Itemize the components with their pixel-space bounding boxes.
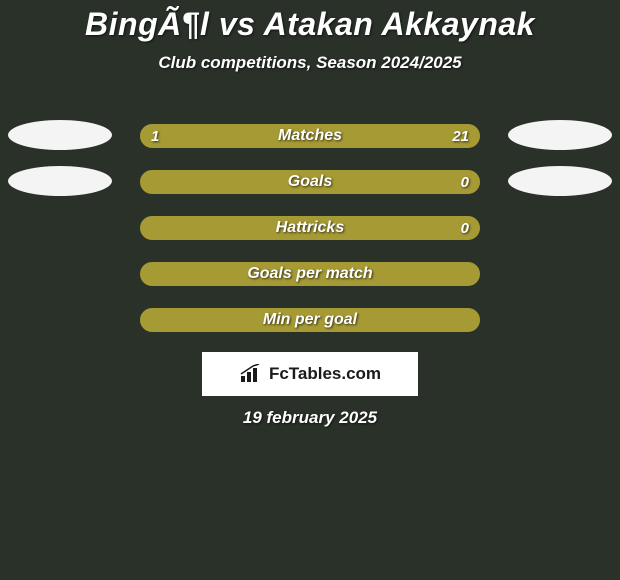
bar-segment-right (462, 217, 479, 239)
bar-chart-icon (239, 364, 263, 384)
stat-bar: Hattricks0 (140, 216, 480, 240)
stat-row: Min per goal (0, 294, 620, 340)
player-marker-right (508, 120, 612, 150)
bar-segment-right (202, 125, 479, 147)
page-title: BingÃ¶l vs Atakan Akkaynak (0, 0, 620, 43)
stat-bar: Min per goal (140, 308, 480, 332)
bar-segment-left (141, 217, 462, 239)
stat-row: Goals0 (0, 156, 620, 202)
stat-bar: Goals0 (140, 170, 480, 194)
player-marker-left (8, 166, 112, 196)
fctables-logo: FcTables.com (202, 352, 418, 396)
player-marker-left (8, 120, 112, 150)
stat-row: Goals per match (0, 248, 620, 294)
footer-date: 19 february 2025 (0, 408, 620, 428)
bar-segment-right (462, 171, 479, 193)
logo-text: FcTables.com (269, 364, 381, 384)
comparison-chart: Matches121 Goals0 Hattricks0 Goals per matc… (0, 110, 620, 340)
stat-bar: Goals per match (140, 262, 480, 286)
stat-bar: Matches121 (140, 124, 480, 148)
bar-segment-left (141, 171, 462, 193)
page-subtitle: Club competitions, Season 2024/2025 (0, 53, 620, 73)
bar-segment-left (141, 263, 479, 285)
bar-segment-left (141, 125, 202, 147)
stat-row: Matches121 (0, 110, 620, 156)
stat-row: Hattricks0 (0, 202, 620, 248)
bar-segment-left (141, 309, 479, 331)
player-marker-right (508, 166, 612, 196)
